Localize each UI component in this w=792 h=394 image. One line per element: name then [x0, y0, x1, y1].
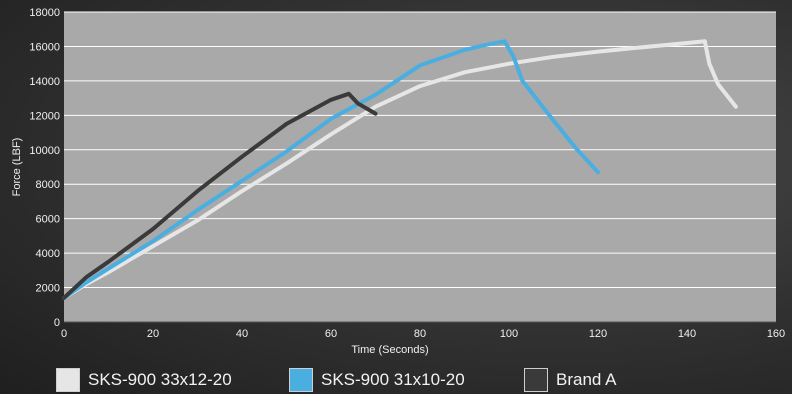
- legend: SKS-900 33x12-20 SKS-900 31x10-20 Brand …: [0, 362, 792, 394]
- series-line: [62, 91, 378, 300]
- x-tick-label: 20: [147, 328, 159, 340]
- x-tick-label: 160: [767, 328, 785, 340]
- legend-swatch: [289, 368, 313, 392]
- x-tick-label: 40: [236, 328, 248, 340]
- series-line: [62, 39, 738, 300]
- x-tick-label: 60: [325, 328, 337, 340]
- line-chart: 0 2000 4000 6000 8000 10000 12000 14000 16000 180…: [11, 7, 785, 356]
- series-lines: [62, 39, 738, 300]
- y-tick-label: 0: [54, 317, 60, 329]
- y-tick-label: 8000: [36, 179, 60, 191]
- x-tick-label: 80: [414, 328, 426, 340]
- y-tick-label: 16000: [29, 41, 60, 53]
- axes: 0 2000 4000 6000 8000 10000 12000 14000 16000 180…: [29, 7, 785, 340]
- legend-item-sks-900-33x12-20: SKS-900 33x12-20: [56, 367, 232, 393]
- x-tick-label: 0: [61, 328, 67, 340]
- y-tick-label: 14000: [29, 76, 60, 88]
- y-tick-label: 10000: [29, 145, 60, 157]
- plot-area: [64, 12, 776, 322]
- x-tick-label: 100: [500, 328, 518, 340]
- legend-swatch: [524, 368, 548, 392]
- legend-label: SKS-900 33x12-20: [88, 370, 232, 389]
- legend-label: Brand A: [556, 370, 617, 389]
- legend-label: SKS-900 31x10-20: [321, 370, 465, 389]
- legend-item-sks-900-31x10-20: SKS-900 31x10-20: [289, 367, 465, 393]
- legend-swatch: [56, 368, 80, 392]
- x-tick-label: 120: [589, 328, 607, 340]
- y-axis-label: Force (LBF): [11, 138, 23, 197]
- x-axis-label: Time (Seconds): [351, 344, 428, 356]
- legend-item-brand-a: Brand A: [524, 367, 617, 393]
- x-tick-label: 140: [678, 328, 696, 340]
- y-tick-label: 6000: [36, 214, 60, 226]
- y-tick-label: 4000: [36, 248, 60, 260]
- y-tick-label: 18000: [29, 7, 60, 19]
- y-tick-label: 12000: [29, 110, 60, 122]
- series-line: [62, 39, 600, 300]
- y-tick-label: 2000: [36, 283, 60, 295]
